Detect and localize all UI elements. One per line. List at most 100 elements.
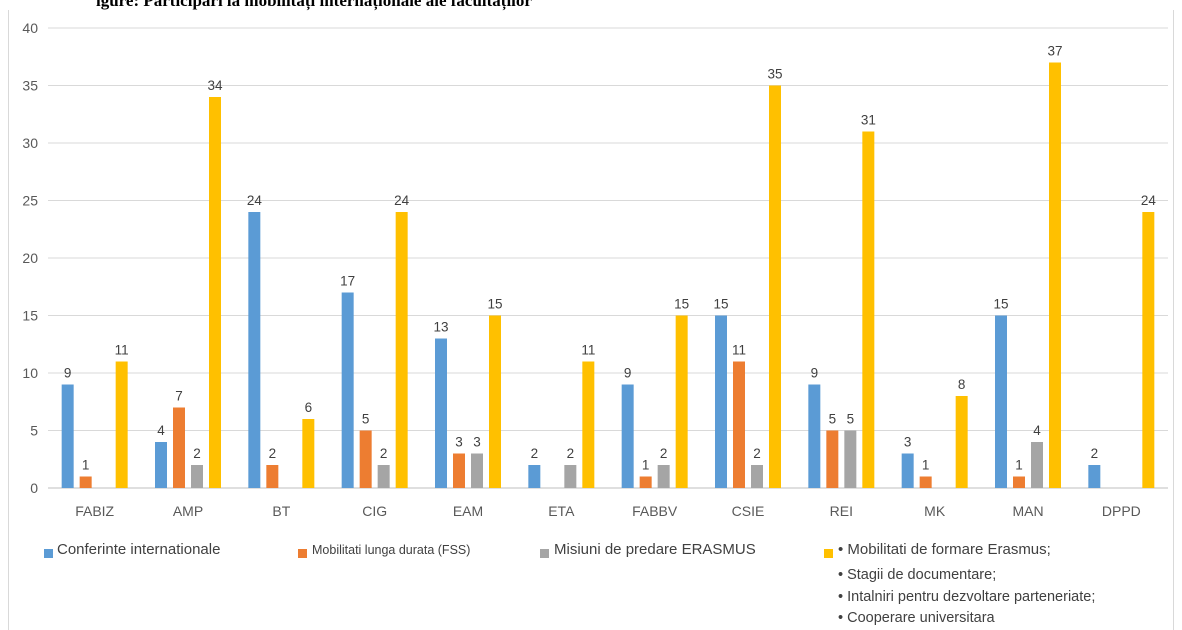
data-label: 8 xyxy=(958,377,966,392)
bar xyxy=(191,465,203,488)
header-band: igure: Participări la mobilități interna… xyxy=(0,0,1182,12)
y-tick-label: 10 xyxy=(22,365,38,381)
x-tick-label: EAM xyxy=(453,503,483,519)
data-label: 1 xyxy=(642,458,650,473)
data-label: 1 xyxy=(922,458,930,473)
bar xyxy=(1142,212,1155,488)
x-tick-label: FABBV xyxy=(632,503,678,519)
bar xyxy=(826,430,839,488)
bar xyxy=(79,476,92,488)
legend-label-conferinte: Conferinte internationale xyxy=(57,541,221,558)
data-label: 4 xyxy=(157,423,165,438)
data-label: 7 xyxy=(175,389,183,404)
data-label: 9 xyxy=(811,366,819,381)
bar xyxy=(173,407,185,488)
data-label: 11 xyxy=(581,343,595,358)
bar xyxy=(61,384,74,488)
bar xyxy=(621,384,634,488)
y-tick-label: 5 xyxy=(30,423,38,439)
data-label: 5 xyxy=(847,412,855,427)
bar xyxy=(341,292,354,488)
x-tick-label: CIG xyxy=(362,503,387,519)
data-label: 2 xyxy=(269,446,277,461)
bar xyxy=(395,212,408,488)
legend-label-mobilitati-formare: • Mobilitati de formare Erasmus; xyxy=(838,541,1051,558)
data-label: 3 xyxy=(904,435,912,450)
data-label: 37 xyxy=(1047,44,1062,59)
data-label: 24 xyxy=(394,193,410,208)
bar xyxy=(266,465,279,488)
data-label: 2 xyxy=(380,446,388,461)
data-label: 5 xyxy=(829,412,837,427)
bar xyxy=(1031,442,1043,488)
bar xyxy=(1013,476,1025,488)
figure-caption: igure: Participări la mobilități interna… xyxy=(96,0,532,10)
bar xyxy=(919,476,932,488)
data-label: 1 xyxy=(82,458,90,473)
data-label: 31 xyxy=(861,113,876,128)
bar xyxy=(844,430,857,488)
bar xyxy=(377,465,390,488)
bar xyxy=(733,361,745,488)
bar xyxy=(248,212,261,488)
legend-label-misiuni: Misiuni de predare ERASMUS xyxy=(554,541,756,558)
bar xyxy=(489,315,501,488)
x-tick-label: CSIE xyxy=(732,503,765,519)
x-tick-label: AMP xyxy=(173,503,203,519)
data-label: 24 xyxy=(247,193,263,208)
data-label: 2 xyxy=(660,446,668,461)
x-tick-label: BT xyxy=(272,503,290,519)
y-tick-label: 15 xyxy=(22,308,38,324)
bar xyxy=(639,476,652,488)
bar xyxy=(435,338,447,488)
data-label: 15 xyxy=(674,297,689,312)
bar xyxy=(471,453,483,488)
bar xyxy=(582,361,595,488)
data-label: 2 xyxy=(567,446,575,461)
data-label: 3 xyxy=(455,435,463,450)
data-label: 17 xyxy=(340,274,355,289)
data-label: 35 xyxy=(767,67,782,82)
bar xyxy=(209,97,221,488)
bar xyxy=(862,131,875,488)
data-label: 15 xyxy=(713,297,728,312)
bar xyxy=(1049,62,1061,488)
data-label: 3 xyxy=(473,435,481,450)
data-label: 2 xyxy=(1091,446,1099,461)
bar xyxy=(155,442,167,488)
legend-sub-intalniri: • Intalniri pentru dezvoltare parteneria… xyxy=(838,589,1096,605)
data-label: 11 xyxy=(115,343,129,358)
data-label: 2 xyxy=(531,446,539,461)
data-label: 2 xyxy=(193,446,201,461)
data-label: 1 xyxy=(1015,458,1023,473)
data-label: 11 xyxy=(732,343,746,358)
data-label: 6 xyxy=(305,400,313,415)
bar xyxy=(528,465,541,488)
data-label: 9 xyxy=(624,366,632,381)
x-tick-label: FABIZ xyxy=(75,503,114,519)
bar xyxy=(1088,465,1101,488)
bar xyxy=(564,465,577,488)
bar xyxy=(115,361,128,488)
data-label: 4 xyxy=(1033,423,1041,438)
bar xyxy=(675,315,688,488)
bar xyxy=(901,453,914,488)
data-label: 2 xyxy=(753,446,761,461)
y-tick-label: 30 xyxy=(22,135,38,151)
bar xyxy=(995,315,1007,488)
legend-sub-stagii: • Stagii de documentare; xyxy=(838,567,997,583)
legend-swatch-misiuni xyxy=(540,549,549,558)
bar xyxy=(657,465,670,488)
x-tick-label: REI xyxy=(830,503,853,519)
x-tick-label: MAN xyxy=(1012,503,1043,519)
x-tick-label: ETA xyxy=(548,503,575,519)
bar xyxy=(715,315,727,488)
y-tick-label: 0 xyxy=(30,480,38,496)
legend-sub-cooperare: • Cooperare universitara xyxy=(838,610,995,626)
bar xyxy=(453,453,465,488)
bar xyxy=(302,419,315,488)
bar xyxy=(769,85,781,488)
data-label: 24 xyxy=(1141,193,1157,208)
data-label: 9 xyxy=(64,366,72,381)
